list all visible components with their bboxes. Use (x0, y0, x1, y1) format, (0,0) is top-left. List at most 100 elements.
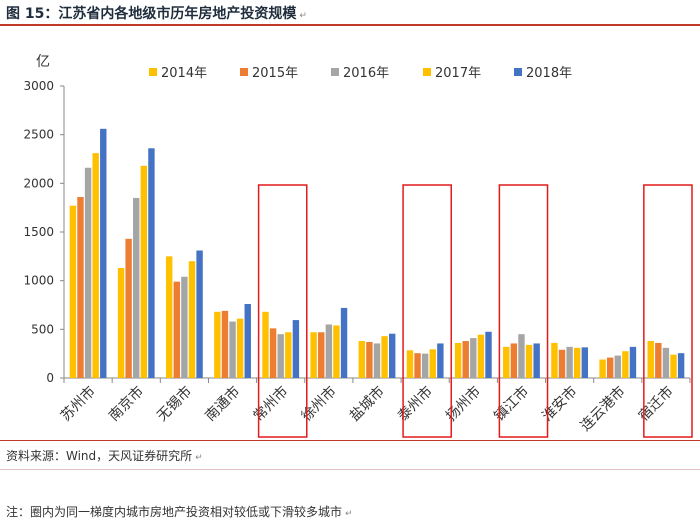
highlight-box-泰州市 (402, 184, 452, 438)
bar-淮安市-2015年 (558, 349, 566, 378)
x-tick-label: 苏州市 (57, 383, 99, 425)
bar-常州市-2014年 (262, 311, 269, 378)
bar-淮安市-2016年 (566, 346, 573, 378)
chart-bars (69, 128, 685, 378)
x-tick-label: 南通市 (202, 383, 244, 425)
legend-swatch (240, 68, 248, 76)
legend-entry: 2014年 (161, 66, 207, 81)
bar-无锡市-2017年 (188, 261, 196, 378)
bar-扬州市-2015年 (462, 341, 469, 378)
bar-无锡市-2015年 (173, 281, 180, 378)
bar-南通市-2017年 (236, 318, 244, 378)
bar-常州市-2015年 (269, 328, 277, 378)
bar-连云港市-2014年 (599, 359, 606, 378)
bar-泰州市-2017年 (429, 349, 436, 378)
bar-徐州市-2018年 (340, 307, 348, 378)
bar-连云港市-2016年 (614, 355, 621, 378)
bar-连云港市-2015年 (606, 357, 614, 378)
bar-泰州市-2018年 (437, 343, 444, 378)
y-tick-label: 1000 (23, 274, 54, 288)
highlight-box-镇江市 (498, 184, 549, 438)
x-tick-label: 连云港市 (577, 383, 629, 435)
bar-盐城市-2018年 (389, 333, 396, 378)
bar-常州市-2018年 (292, 320, 300, 378)
bar-徐州市-2015年 (318, 332, 325, 378)
bar-宿迁市-2014年 (647, 341, 654, 378)
bar-宿迁市-2017年 (670, 354, 677, 378)
x-tick-label: 常州市 (250, 383, 292, 425)
bar-宿迁市-2015年 (655, 342, 662, 378)
bar-泰州市-2015年 (414, 353, 421, 378)
y-tick-label: 0 (46, 371, 54, 385)
x-tick-label: 淮安市 (539, 383, 581, 425)
bar-南通市-2016年 (229, 321, 236, 378)
bar-盐城市-2017年 (381, 336, 388, 378)
x-tick-label: 徐州市 (298, 383, 340, 425)
x-tick-label: 盐城市 (346, 383, 388, 425)
bar-扬州市-2016年 (470, 338, 477, 378)
footer-divider-top (0, 440, 700, 441)
legend-swatch (331, 68, 339, 76)
bar-苏州市-2018年 (100, 128, 107, 378)
bar-南京市-2014年 (117, 268, 125, 378)
bar-扬州市-2014年 (454, 342, 462, 378)
legend-entry: 2015年 (252, 66, 298, 81)
x-tick-label: 宿迁市 (635, 383, 677, 425)
paragraph-mark-icon: ↵ (299, 11, 307, 21)
y-axis-unit: 亿 (36, 54, 50, 70)
bar-无锡市-2014年 (165, 256, 173, 378)
bar-盐城市-2015年 (366, 341, 373, 378)
bar-南京市-2017年 (140, 165, 148, 378)
bar-南京市-2016年 (133, 197, 140, 378)
bar-盐城市-2014年 (358, 341, 365, 378)
highlight-box-常州市 (257, 184, 308, 438)
chart-legend: 2014年 2015年 2016年 2017年 2018年 (149, 66, 572, 81)
y-tick-label: 500 (31, 322, 54, 336)
bar-徐州市-2017年 (333, 325, 340, 378)
bar-泰州市-2016年 (421, 353, 429, 378)
bar-徐州市-2014年 (310, 332, 317, 378)
x-tick-label: 无锡市 (153, 383, 195, 425)
bar-镇江市-2015年 (510, 343, 518, 378)
bar-镇江市-2017年 (525, 344, 533, 378)
footer-divider-mid (0, 469, 700, 470)
bar-泰州市-2014年 (406, 350, 414, 378)
highlight-boxes (257, 184, 693, 438)
legend-swatch (514, 68, 522, 76)
bar-宿迁市-2016年 (662, 347, 670, 378)
legend-swatch (423, 68, 431, 76)
y-tick-label: 3000 (23, 79, 54, 93)
bar-宿迁市-2018年 (677, 353, 685, 378)
bar-南通市-2018年 (244, 304, 251, 378)
figure-title: 图 15：江苏省内各地级市历年房地产投资规模 ↵ (6, 6, 307, 22)
bar-苏州市-2016年 (84, 167, 92, 378)
bar-苏州市-2015年 (77, 196, 84, 378)
bar-镇江市-2016年 (518, 334, 525, 378)
bar-苏州市-2017年 (92, 153, 99, 378)
bar-无锡市-2016年 (181, 276, 188, 378)
bar-南京市-2015年 (125, 238, 132, 378)
bar-镇江市-2014年 (503, 346, 510, 378)
bar-淮安市-2014年 (551, 342, 558, 378)
x-tick-label: 扬州市 (442, 383, 484, 425)
legend-swatch (149, 68, 157, 76)
caption-divider (0, 24, 700, 26)
source-note: 资料来源：Wind，天风证券研究所 ↵ (6, 449, 203, 463)
bar-连云港市-2018年 (629, 346, 637, 378)
bar-南京市-2018年 (148, 148, 155, 378)
bar-南通市-2015年 (221, 310, 229, 378)
legend-entry: 2016年 (343, 66, 389, 81)
footnote: 注：圈内为同一梯度内城市房地产投资相对较低或下滑较多城市 ↵ (6, 505, 353, 519)
x-tick-label: 镇江市 (491, 383, 533, 425)
bar-常州市-2017年 (285, 332, 292, 378)
y-tick-label: 2500 (23, 128, 54, 142)
bar-无锡市-2018年 (196, 250, 203, 378)
bar-南通市-2014年 (214, 311, 221, 378)
legend-entry: 2017年 (435, 66, 481, 81)
bar-镇江市-2018年 (533, 343, 540, 378)
legend-entry: 2018年 (526, 66, 572, 81)
bar-扬州市-2018年 (485, 331, 492, 378)
highlight-box-宿迁市 (643, 184, 693, 438)
bar-徐州市-2016年 (325, 324, 333, 378)
